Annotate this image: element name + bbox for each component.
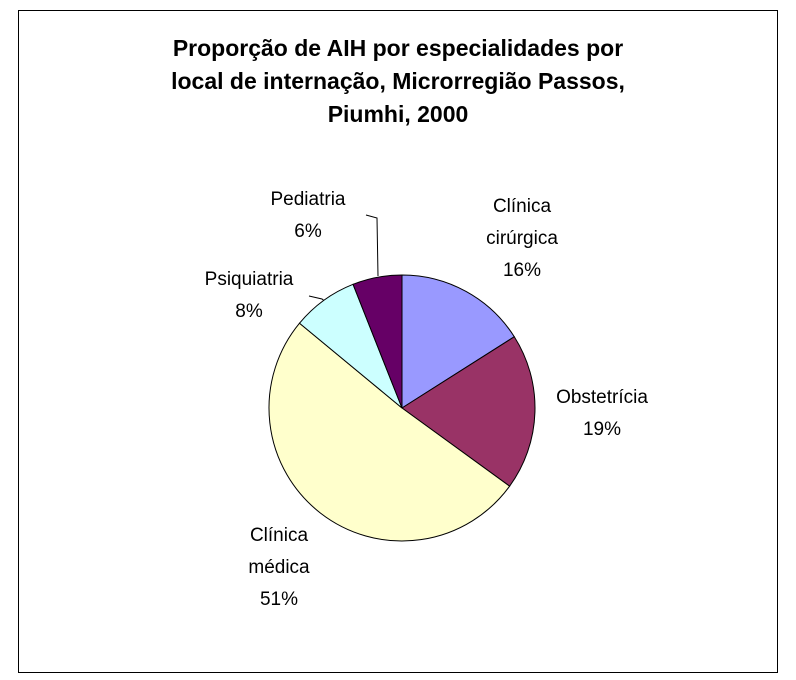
pie-slice xyxy=(401,274,515,409)
slice-label: Obstetrícia xyxy=(556,387,648,408)
slice-label: Pediatria xyxy=(270,189,346,210)
value-label: 16% xyxy=(502,260,542,281)
slice-label: Psiquiatria xyxy=(204,269,294,290)
pie-slice xyxy=(352,274,403,409)
value-label: 8% xyxy=(235,301,263,322)
pie-slice xyxy=(401,336,536,487)
value-label: 6% xyxy=(294,221,322,242)
value-label: 19% xyxy=(582,419,622,440)
chart-title: Proporção de AIH por especialidades por … xyxy=(171,35,625,127)
slice-label: Clínica cirúrgica xyxy=(486,196,558,249)
pie-slice xyxy=(268,322,511,542)
leader-line xyxy=(365,214,379,277)
value-label: 51% xyxy=(259,589,299,610)
slice-label: Clínica médica xyxy=(248,525,310,578)
